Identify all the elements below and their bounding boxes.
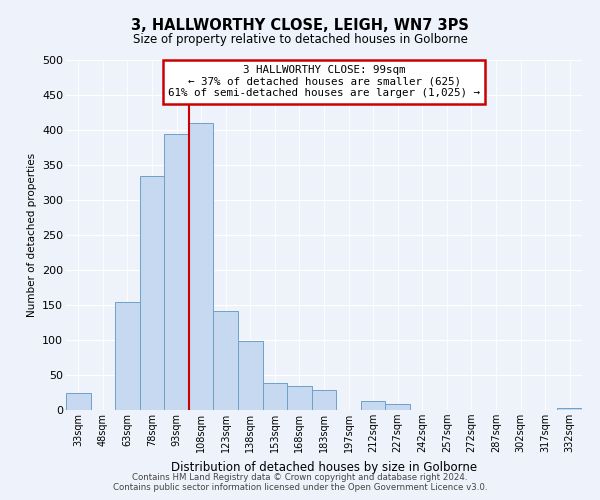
Text: Contains HM Land Registry data © Crown copyright and database right 2024.
Contai: Contains HM Land Registry data © Crown c… xyxy=(113,473,487,492)
Bar xyxy=(164,134,189,410)
Text: 3 HALLWORTHY CLOSE: 99sqm
← 37% of detached houses are smaller (625)
61% of semi: 3 HALLWORTHY CLOSE: 99sqm ← 37% of detac… xyxy=(168,66,480,98)
Bar xyxy=(214,310,238,410)
Bar xyxy=(385,404,410,410)
Bar xyxy=(140,176,164,410)
Bar xyxy=(66,392,91,410)
Bar xyxy=(238,342,263,410)
Bar xyxy=(557,408,582,410)
Bar xyxy=(361,401,385,410)
Y-axis label: Number of detached properties: Number of detached properties xyxy=(26,153,37,317)
Bar xyxy=(287,386,312,410)
X-axis label: Distribution of detached houses by size in Golborne: Distribution of detached houses by size … xyxy=(171,460,477,473)
Bar xyxy=(115,302,140,410)
Bar xyxy=(312,390,336,410)
Text: 3, HALLWORTHY CLOSE, LEIGH, WN7 3PS: 3, HALLWORTHY CLOSE, LEIGH, WN7 3PS xyxy=(131,18,469,32)
Bar xyxy=(263,384,287,410)
Bar xyxy=(189,123,214,410)
Text: Size of property relative to detached houses in Golborne: Size of property relative to detached ho… xyxy=(133,32,467,46)
